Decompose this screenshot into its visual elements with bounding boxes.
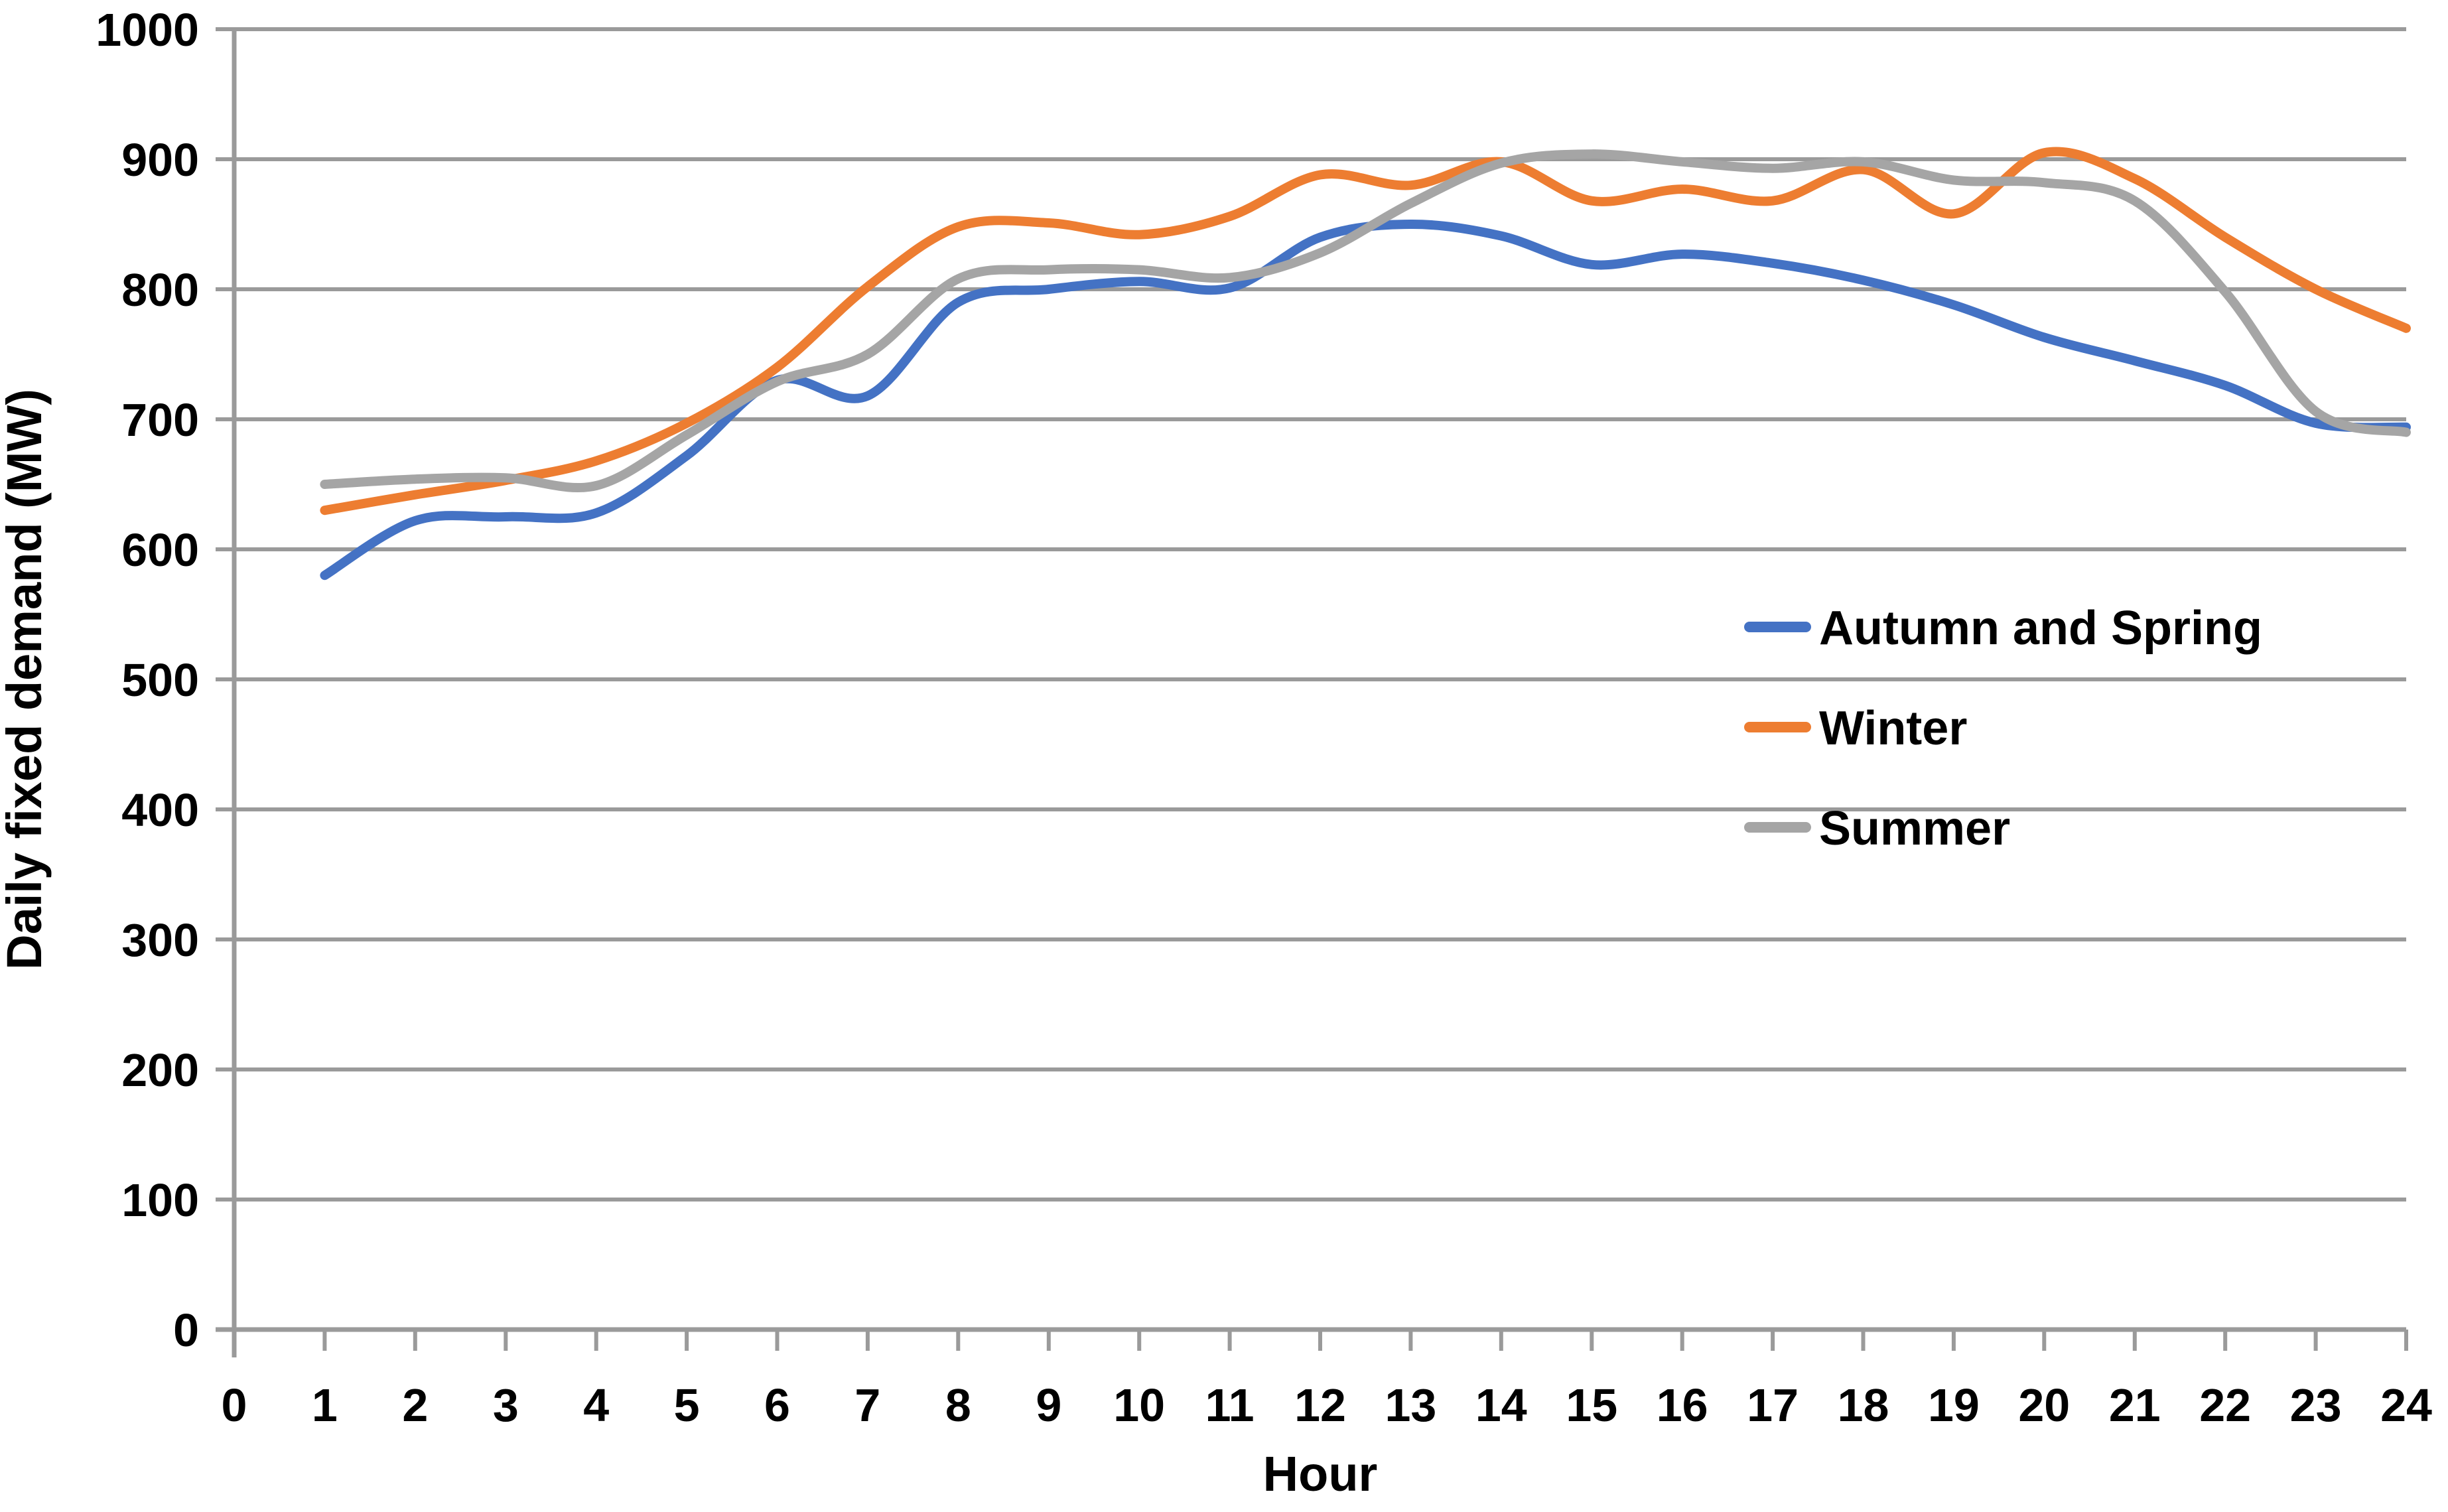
x-tick-label: 6 xyxy=(764,1379,790,1431)
series-line-summer xyxy=(320,149,2411,492)
series-line-winter xyxy=(320,147,2411,515)
x-tick-label: 21 xyxy=(2109,1379,2161,1431)
y-tick-label: 300 xyxy=(121,914,199,966)
legend-label: Autumn and Spring xyxy=(1819,602,2262,655)
y-tick-label: 700 xyxy=(121,394,199,446)
y-tick-label: 100 xyxy=(121,1174,199,1226)
y-tick-label: 900 xyxy=(121,134,199,186)
x-tick-label: 1 xyxy=(312,1379,338,1431)
x-tick-label: 0 xyxy=(222,1379,247,1431)
x-tick-label: 20 xyxy=(2018,1379,2070,1431)
x-tick-label: 18 xyxy=(1838,1379,1889,1431)
x-tick-label: 11 xyxy=(1205,1379,1255,1431)
y-tick-label: 800 xyxy=(121,264,199,316)
x-tick-label: 22 xyxy=(2199,1379,2251,1431)
legend-label: Winter xyxy=(1819,702,1967,755)
y-tick-label: 400 xyxy=(121,784,199,836)
x-axis-title: Hour xyxy=(1263,1446,1378,1501)
series-line-autumn-and-spring xyxy=(320,219,2411,581)
y-tick-label: 0 xyxy=(173,1304,199,1356)
x-tick-label: 3 xyxy=(493,1379,519,1431)
legend-label: Summer xyxy=(1819,802,2010,855)
x-tick-label: 17 xyxy=(1747,1379,1799,1431)
x-tick-label: 16 xyxy=(1657,1379,1708,1431)
x-tick-label: 12 xyxy=(1294,1379,1346,1431)
x-tick-label: 13 xyxy=(1385,1379,1436,1431)
x-tick-label: 10 xyxy=(1113,1379,1165,1431)
x-tick-label: 15 xyxy=(1566,1379,1617,1431)
y-axis-title: Daily fixed demand (MW) xyxy=(0,389,52,970)
y-tick-label: 200 xyxy=(121,1044,199,1096)
x-tick-label: 14 xyxy=(1475,1379,1527,1431)
x-tick-label: 5 xyxy=(674,1379,700,1431)
x-tick-label: 19 xyxy=(1928,1379,1980,1431)
x-tick-label: 4 xyxy=(583,1379,609,1431)
y-tick-label: 1000 xyxy=(96,4,199,56)
x-tick-label: 24 xyxy=(2380,1379,2432,1431)
x-tick-label: 23 xyxy=(2290,1379,2342,1431)
data-series xyxy=(320,147,2411,581)
x-tick-label: 2 xyxy=(402,1379,428,1431)
x-tick-label: 8 xyxy=(945,1379,971,1431)
x-tick-label: 9 xyxy=(1036,1379,1061,1431)
y-tick-label: 600 xyxy=(121,524,199,576)
x-tick-label: 7 xyxy=(854,1379,880,1431)
y-tick-label: 500 xyxy=(121,654,199,706)
gridlines xyxy=(234,27,2406,1332)
legend: Autumn and Spring Winter Summer xyxy=(1744,602,2262,855)
axes xyxy=(216,27,2408,1357)
